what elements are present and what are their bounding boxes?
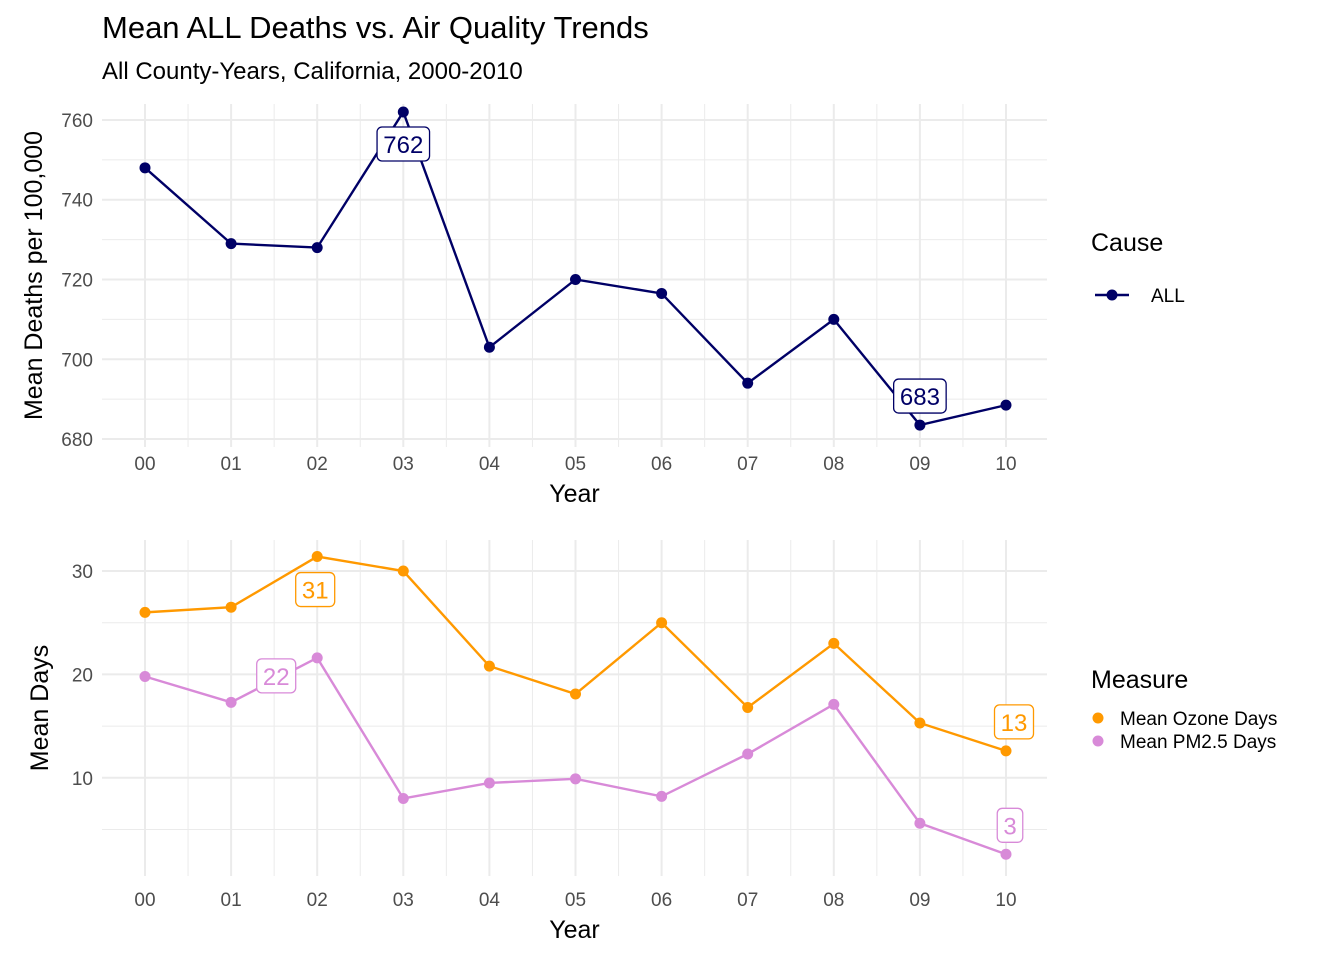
x-tick-label: 01 bbox=[221, 454, 242, 475]
data-label: 3 bbox=[1003, 813, 1016, 840]
data-point bbox=[397, 106, 409, 118]
legend-label: Mean Ozone Days bbox=[1120, 709, 1277, 730]
data-point bbox=[483, 660, 495, 672]
data-point bbox=[570, 273, 581, 285]
data-point bbox=[397, 792, 409, 804]
data-label-box bbox=[993, 704, 1035, 740]
x-tick-label: 03 bbox=[393, 454, 414, 475]
y-tick-label: 10 bbox=[72, 769, 93, 790]
x-tick-label: 00 bbox=[134, 890, 155, 911]
data-point bbox=[656, 287, 668, 299]
x-tick-label: 10 bbox=[995, 890, 1016, 911]
data-label: 683 bbox=[900, 384, 940, 411]
data-point bbox=[483, 777, 495, 789]
x-axis-title: Year bbox=[549, 480, 600, 508]
data-point bbox=[1000, 745, 1012, 757]
x-tick-label: 05 bbox=[565, 454, 586, 475]
data-point bbox=[139, 670, 151, 682]
y-tick-label: 760 bbox=[61, 111, 93, 132]
x-tick-label: 07 bbox=[737, 454, 758, 475]
y-tick-label: 20 bbox=[72, 665, 93, 686]
data-label-box bbox=[893, 378, 947, 414]
data-point bbox=[656, 790, 668, 802]
legend-key-point bbox=[1092, 735, 1104, 747]
x-tick-label: 02 bbox=[307, 454, 328, 475]
data-point bbox=[828, 313, 840, 325]
x-tick-label: 08 bbox=[823, 890, 844, 911]
data-point bbox=[483, 341, 495, 353]
x-tick-label: 06 bbox=[651, 454, 672, 475]
data-point bbox=[570, 773, 581, 785]
data-label-box bbox=[295, 571, 336, 608]
data-point bbox=[914, 817, 926, 829]
data-point bbox=[742, 701, 754, 713]
x-tick-label: 10 bbox=[995, 454, 1016, 475]
x-tick-label: 08 bbox=[823, 454, 844, 475]
data-point bbox=[225, 696, 237, 708]
data-point bbox=[828, 637, 840, 649]
chart-subtitle: All County-Years, California, 2000-2010 bbox=[102, 58, 523, 85]
x-tick-label: 00 bbox=[134, 454, 155, 475]
data-label: 13 bbox=[1001, 710, 1028, 737]
deaths-panel: 00 01 02 03 04 05 06 07 08 09 10 680 700 720 740 760 Yea… bbox=[20, 104, 1185, 508]
data-point bbox=[139, 162, 151, 174]
data-point bbox=[742, 377, 754, 389]
x-tick-label: 07 bbox=[737, 890, 758, 911]
legend-key-point bbox=[1106, 289, 1118, 301]
x-tick-label: 09 bbox=[909, 890, 930, 911]
data-point bbox=[311, 242, 323, 254]
y-axis-title: Mean Deaths per 100,000 bbox=[20, 131, 48, 420]
legend-title: Measure bbox=[1091, 666, 1188, 694]
x-tick-label: 03 bbox=[393, 890, 414, 911]
data-point bbox=[914, 419, 926, 431]
x-tick-label: 09 bbox=[909, 454, 930, 475]
y-tick-label: 740 bbox=[61, 191, 93, 212]
data-point bbox=[828, 698, 840, 710]
data-label-box bbox=[376, 126, 431, 162]
data-label: 31 bbox=[302, 578, 329, 605]
x-tick-label: 04 bbox=[479, 454, 501, 475]
legend-label: Mean PM2.5 Days bbox=[1120, 732, 1276, 753]
x-tick-label: 05 bbox=[565, 890, 586, 911]
air-quality-panel: 00 01 02 03 04 05 06 07 08 09 10 10 20 30 Year Mean Day… bbox=[26, 540, 1277, 944]
y-axis-title: Mean Days bbox=[26, 645, 54, 771]
data-point bbox=[1000, 399, 1012, 411]
chart-title: Mean ALL Deaths vs. Air Quality Trends bbox=[102, 10, 649, 45]
data-point bbox=[225, 601, 237, 613]
data-point bbox=[1000, 848, 1012, 860]
data-point bbox=[139, 606, 151, 618]
data-label: 762 bbox=[383, 132, 423, 159]
y-tick-label: 680 bbox=[61, 430, 93, 451]
data-point bbox=[570, 688, 581, 700]
data-point bbox=[742, 748, 754, 760]
y-tick-label: 700 bbox=[61, 350, 93, 371]
legend-label: ALL bbox=[1151, 286, 1185, 307]
x-axis-title: Year bbox=[549, 916, 600, 944]
data-label-box bbox=[996, 807, 1024, 843]
x-tick-label: 04 bbox=[479, 890, 501, 911]
x-tick-label: 06 bbox=[651, 890, 672, 911]
y-tick-label: 720 bbox=[61, 270, 93, 291]
data-point bbox=[914, 717, 926, 729]
y-tick-label: 30 bbox=[72, 562, 93, 583]
data-point bbox=[225, 238, 237, 250]
data-label-box bbox=[256, 658, 297, 694]
legend-title: Cause bbox=[1091, 229, 1163, 257]
data-label: 22 bbox=[263, 664, 290, 691]
data-point bbox=[311, 652, 323, 664]
legend-key-point bbox=[1092, 712, 1104, 724]
data-point bbox=[311, 551, 323, 563]
x-tick-label: 01 bbox=[221, 890, 242, 911]
data-point bbox=[656, 617, 668, 629]
data-point bbox=[397, 565, 409, 577]
x-tick-label: 02 bbox=[307, 890, 328, 911]
